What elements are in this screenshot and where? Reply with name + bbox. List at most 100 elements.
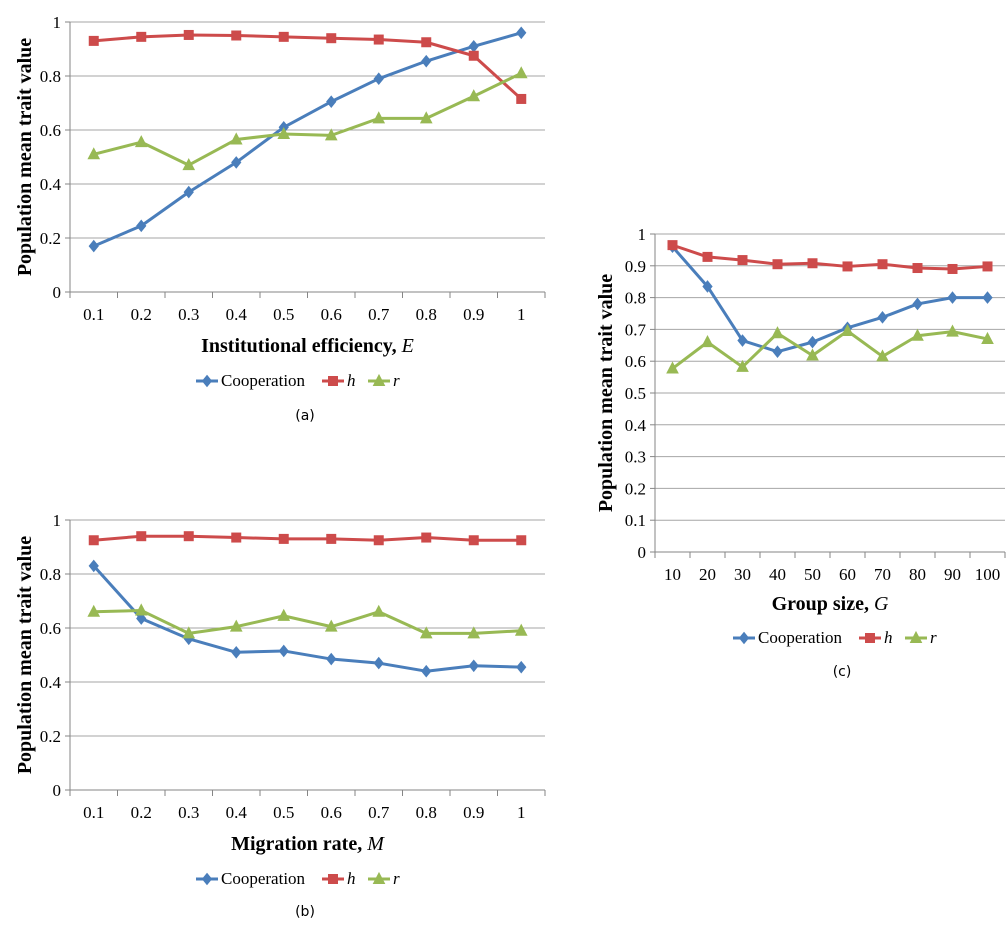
data-point-r (419, 626, 433, 639)
y-axis-label: Population mean trait value (14, 38, 36, 276)
data-point-h (807, 258, 818, 269)
data-point-cooperation (326, 652, 337, 666)
data-point-h (468, 50, 479, 61)
x-tick-label: 0.7 (368, 305, 390, 324)
y-tick-label: 0 (638, 543, 647, 562)
y-tick-label: 0.7 (625, 320, 647, 339)
x-axis-label: Institutional efficiency, E (201, 335, 414, 357)
x-axis-label: Group size, G (772, 593, 889, 615)
legend-label-h: h (347, 371, 356, 390)
x-tick-label: 0.1 (83, 305, 104, 324)
chart-caption: (b) (295, 904, 315, 920)
data-point-r (841, 323, 854, 336)
legend-marker-cooperation (201, 872, 213, 886)
legend-label-cooperation: Cooperation (758, 628, 843, 647)
data-point-h (278, 533, 289, 544)
data-point-h (183, 29, 194, 40)
chart-caption: (a) (295, 408, 315, 424)
data-point-r (372, 111, 386, 124)
data-point-r (876, 349, 889, 362)
data-point-cooperation (88, 239, 99, 253)
x-tick-label: 0.2 (131, 305, 152, 324)
data-point-h (373, 535, 384, 546)
data-point-r (666, 361, 679, 374)
data-point-h (88, 535, 99, 546)
legend-marker-cooperation (201, 374, 213, 388)
x-tick-label: 0.1 (83, 803, 104, 822)
data-point-r (514, 623, 528, 636)
y-tick-label: 0.2 (40, 727, 61, 746)
x-tick-label: 90 (944, 565, 961, 584)
x-tick-label: 80 (909, 565, 926, 584)
data-point-cooperation (516, 660, 527, 674)
data-point-r (911, 328, 924, 341)
legend-label-cooperation: Cooperation (221, 371, 306, 390)
chart-caption: (c) (833, 664, 852, 680)
chart-b: 0 0.2 0.4 0.6 0.8 1 0.1 0.2 0.3 0.4 0.5 0.6 0.7 0.8 0.… (14, 511, 546, 920)
data-point-h (842, 261, 853, 272)
data-point-cooperation (516, 26, 527, 40)
data-point-cooperation (231, 646, 242, 659)
y-tick-label: 0.5 (625, 384, 646, 403)
y-tick-label: 1 (53, 13, 62, 32)
y-tick-label: 0.8 (40, 67, 61, 86)
x-tick-label: 70 (874, 565, 891, 584)
x-tick-label: 0.9 (463, 305, 484, 324)
data-point-h (877, 259, 888, 270)
data-point-h (183, 531, 194, 542)
legend: Cooperation h r (196, 869, 400, 888)
y-tick-label: 0.2 (40, 229, 61, 248)
x-tick-label: 20 (699, 565, 716, 584)
legend: Cooperation h r (196, 371, 400, 390)
data-point-h (737, 255, 748, 266)
series-line-cooperation (93, 31, 522, 248)
x-tick-label: 10 (664, 565, 681, 584)
data-point-r (701, 335, 714, 348)
y-tick-label: 0.2 (625, 479, 646, 498)
data-point-r (324, 128, 338, 141)
data-point-cooperation (373, 72, 384, 85)
x-tick-label: 0.4 (226, 305, 248, 324)
data-point-h (468, 535, 479, 546)
data-point-h (516, 535, 527, 546)
data-point-h (772, 259, 783, 270)
legend-label-h: h (884, 628, 893, 647)
data-point-cooperation (373, 656, 384, 670)
data-point-r (419, 111, 433, 124)
series-line-cooperation (671, 245, 988, 354)
data-point-cooperation (702, 280, 713, 293)
data-point-h (136, 31, 147, 42)
data-point-h (326, 533, 337, 544)
data-point-cooperation (912, 297, 923, 311)
x-tick-label: 0.3 (178, 305, 199, 324)
chart-c: 0 0.1 0.2 0.3 0.4 0.5 0.6 0.7 0.8 0.9 1 10 20 30 40 50 6… (595, 225, 1006, 680)
series-line-r (93, 71, 522, 167)
data-point-r (134, 603, 148, 616)
x-tick-label: 1 (517, 803, 526, 822)
x-tick-label: 0.9 (463, 803, 484, 822)
legend-label-cooperation: Cooperation (221, 869, 306, 888)
legend-label-r: r (393, 371, 400, 390)
x-tick-label: 0.5 (273, 305, 294, 324)
x-tick-label: 40 (769, 565, 786, 584)
legend: Cooperation h r (733, 628, 937, 647)
y-tick-label: 0.4 (40, 673, 62, 692)
data-point-r (981, 331, 994, 344)
data-point-cooperation (278, 644, 289, 658)
legend-marker-cooperation (738, 631, 750, 645)
x-tick-label: 0.3 (178, 803, 199, 822)
y-tick-label: 0.9 (625, 257, 646, 276)
legend-marker-h (865, 633, 875, 643)
legend-marker-h (328, 874, 338, 884)
x-tick-label: 1 (517, 305, 526, 324)
data-point-h (421, 37, 432, 48)
data-point-r (467, 89, 481, 102)
data-point-h (421, 532, 432, 543)
data-point-h (278, 31, 289, 42)
x-tick-label: 0.2 (131, 803, 152, 822)
y-tick-label: 0.8 (625, 289, 646, 308)
y-tick-label: 0.6 (40, 619, 61, 638)
y-tick-label: 0.3 (625, 448, 646, 467)
data-point-cooperation (877, 311, 888, 324)
